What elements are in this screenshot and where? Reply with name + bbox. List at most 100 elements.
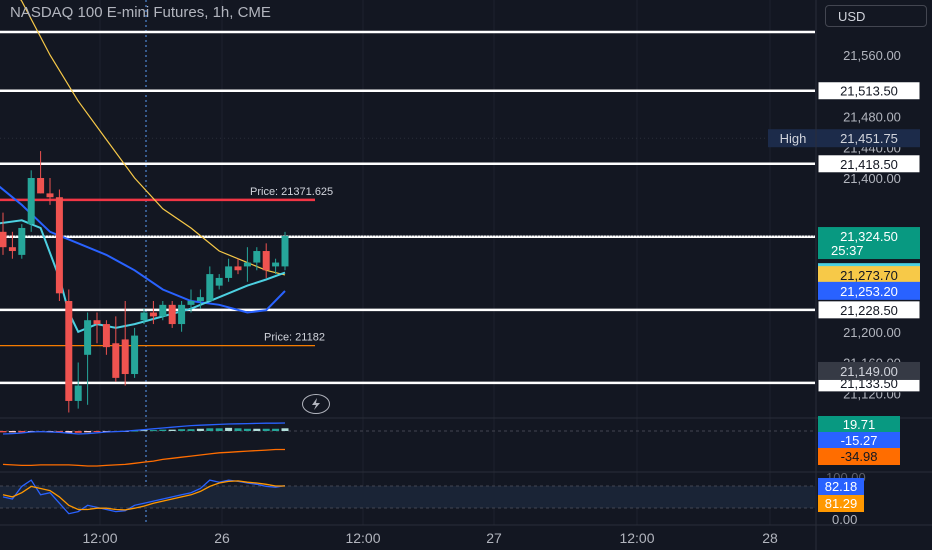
- macd-histogram-bar: [18, 431, 26, 433]
- candle-body: [131, 335, 139, 375]
- candle-body: [187, 301, 195, 305]
- price-tag: [818, 266, 920, 285]
- macd-histogram-bar: [140, 430, 148, 432]
- price-line-label: Price: 21371.625: [250, 186, 333, 198]
- price-tag-text: 21,324.50: [840, 229, 898, 244]
- price-tag: [818, 281, 920, 300]
- candle-body: [206, 274, 214, 301]
- candle-body: [168, 304, 176, 325]
- stoch-d-line: [2, 480, 285, 511]
- macd-value-tag: [818, 448, 900, 465]
- macd-histogram-bar: [206, 428, 214, 431]
- candle-body: [84, 320, 92, 355]
- time-axis-label: 27: [486, 530, 502, 546]
- candle-body: [93, 320, 101, 325]
- candle-body: [272, 262, 280, 267]
- chart-title: NASDAQ 100 E-mini Futures, 1h, CME: [10, 4, 271, 21]
- candle-body: [196, 297, 204, 301]
- price-tick-label: 21,480.00: [843, 110, 901, 125]
- macd-value-text: -34.98: [841, 449, 878, 464]
- macd-histogram-bar: [0, 431, 7, 433]
- candle-body: [243, 262, 251, 267]
- candle-body: [0, 231, 7, 248]
- macd-histogram-bar: [159, 429, 167, 431]
- macd-histogram-bar: [65, 431, 73, 433]
- candle-body: [149, 312, 157, 317]
- high-prefix-text: High: [780, 131, 807, 146]
- rsi-value-text: 81.29: [825, 496, 858, 511]
- candle-body: [65, 301, 73, 401]
- candle-body: [253, 251, 261, 263]
- time-axis-label: 12:00: [82, 530, 117, 546]
- countdown-text: 25:37: [831, 243, 864, 258]
- macd-histogram-bar: [55, 431, 63, 433]
- macd-histogram-bar: [149, 430, 157, 432]
- macd-histogram-bar: [74, 431, 82, 433]
- macd-value-text: 19.71: [843, 417, 876, 432]
- rsi-value-text: 82.18: [825, 479, 858, 494]
- candle-body: [178, 304, 186, 325]
- horizontal-line-tag: [817, 81, 921, 101]
- macd-value-tag: [818, 416, 900, 433]
- time-axis-label: 12:00: [345, 530, 380, 546]
- macd-histogram-bar: [234, 428, 242, 431]
- ma-blue-line: [0, 185, 286, 314]
- candle-body: [225, 266, 233, 278]
- macd-histogram-bar: [168, 429, 176, 431]
- time-axis-label: 26: [214, 530, 230, 546]
- price-tick-label: 21,400.00: [843, 171, 901, 186]
- macd-histogram-bar: [178, 429, 186, 431]
- macd-histogram-bar: [196, 428, 204, 431]
- candle-body: [55, 197, 63, 294]
- candle-body: [74, 385, 82, 401]
- price-tag-text: 21,451.75: [840, 131, 898, 146]
- rsi-value-tag: [818, 495, 864, 512]
- candle-body: [140, 312, 148, 321]
- macd-line: [2, 422, 286, 435]
- macd-histogram-bar: [215, 428, 223, 431]
- candle-body: [18, 227, 26, 255]
- candle-body: [102, 324, 110, 348]
- candle-body: [37, 178, 45, 194]
- rsi-tick-label: 0.00: [832, 512, 857, 527]
- high-prefix-tag: [768, 129, 818, 148]
- candle-body: [8, 247, 16, 252]
- time-axis-label: 28: [762, 530, 778, 546]
- macd-histogram-bar: [84, 431, 92, 433]
- macd-histogram-bar: [93, 431, 101, 432]
- flash-icon[interactable]: [302, 394, 330, 414]
- price-tick-label: 21,560.00: [843, 48, 901, 63]
- candle-body: [262, 251, 270, 271]
- candle-body: [234, 266, 242, 271]
- price-tag-text: 21,273.70: [840, 268, 898, 283]
- price-tag-text: 21,253.20: [840, 284, 898, 299]
- horizontal-line-tag: [817, 300, 921, 320]
- candle-body: [112, 343, 120, 378]
- price-tag: [818, 227, 920, 260]
- horizontal-line-tag-text: 21,513.50: [840, 84, 898, 99]
- price-tick-label: 21,200.00: [843, 325, 901, 340]
- price-tag: [818, 129, 920, 148]
- candle-body: [27, 178, 35, 225]
- price-line-label: Price: 21182: [264, 332, 325, 344]
- macd-histogram-bar: [225, 427, 233, 431]
- macd-histogram-bar: [187, 429, 195, 431]
- candle-body: [281, 236, 289, 267]
- rsi-value-tag: [818, 478, 864, 495]
- macd-value-tag: [818, 432, 900, 449]
- horizontal-line-tag: [817, 154, 921, 174]
- macd-histogram-bar: [262, 428, 270, 431]
- time-axis-label: 12:00: [619, 530, 654, 546]
- rsi-band: [0, 486, 815, 508]
- horizontal-line-tag-text: 21,228.50: [840, 303, 898, 318]
- candle-body: [159, 304, 167, 317]
- macd-histogram-bar: [253, 428, 261, 431]
- price-tag-text: 21,149.00: [840, 364, 898, 379]
- candle-body: [215, 277, 223, 286]
- macd-histogram-bar: [281, 428, 289, 431]
- macd-signal-line: [2, 448, 285, 467]
- macd-histogram-bar: [243, 428, 251, 431]
- candle-body: [46, 193, 54, 198]
- currency-selector[interactable]: USD: [825, 5, 927, 27]
